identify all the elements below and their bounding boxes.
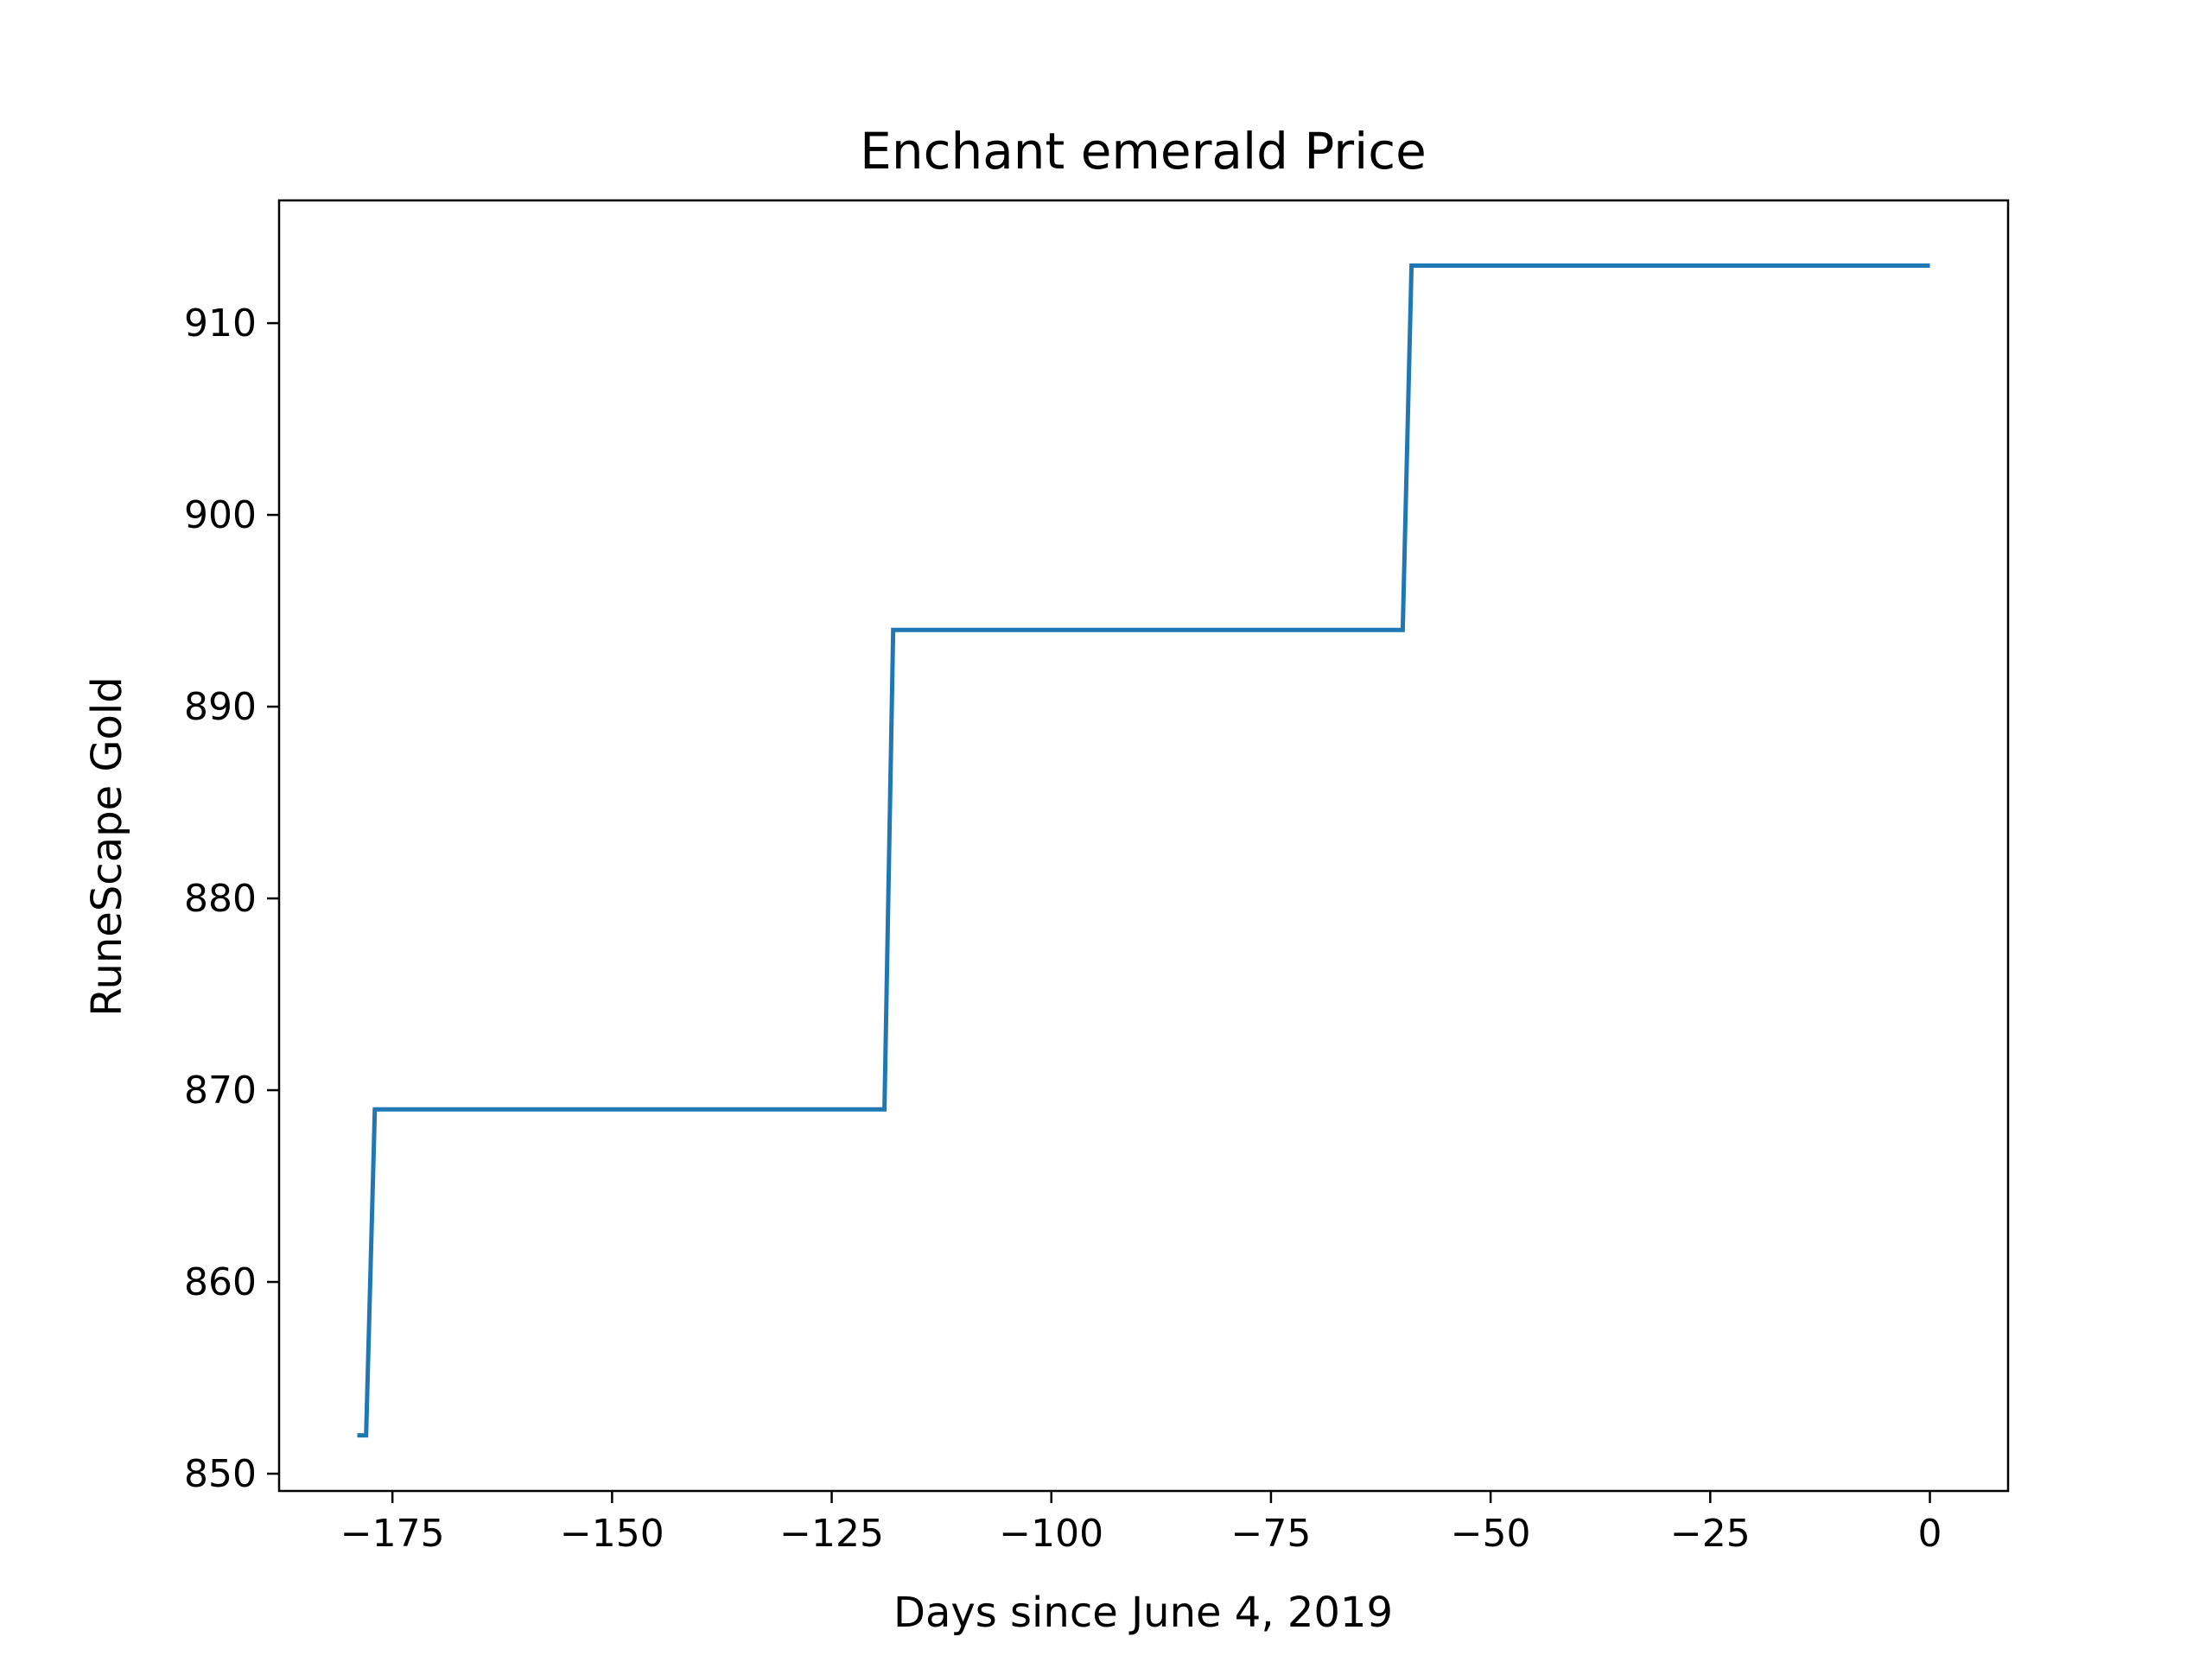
x-tick-label: 0 bbox=[1918, 1512, 1942, 1556]
y-tick-label: 850 bbox=[184, 1452, 257, 1496]
y-tick-label: 890 bbox=[184, 685, 257, 729]
x-tick-label: −50 bbox=[1451, 1512, 1531, 1556]
x-tick-label: −75 bbox=[1231, 1512, 1312, 1556]
x-tick-label: −150 bbox=[560, 1512, 664, 1556]
y-tick-label: 900 bbox=[184, 493, 257, 537]
y-axis-label: RuneScape Gold bbox=[83, 676, 131, 1016]
y-tick-label: 860 bbox=[184, 1260, 257, 1304]
x-tick-label: −175 bbox=[340, 1512, 445, 1556]
x-tick-label: −100 bbox=[999, 1512, 1103, 1556]
x-axis: −175 −150 −125 −100 −75 −50 −25 0 bbox=[340, 1491, 1942, 1556]
x-axis-label: Days since June 4, 2019 bbox=[893, 1589, 1393, 1637]
x-tick-label: −125 bbox=[779, 1512, 884, 1556]
chart-title: Enchant emerald Price bbox=[860, 122, 1427, 181]
y-tick-label: 870 bbox=[184, 1069, 257, 1113]
y-tick-label: 880 bbox=[184, 877, 257, 921]
axes-frame bbox=[277, 199, 2010, 1493]
price-series-line bbox=[357, 263, 1930, 1438]
y-tick-label: 910 bbox=[184, 301, 257, 346]
plot-area bbox=[357, 263, 1930, 1438]
x-tick-label: −25 bbox=[1670, 1512, 1751, 1556]
y-axis: 850 860 870 880 890 900 910 bbox=[184, 301, 279, 1496]
